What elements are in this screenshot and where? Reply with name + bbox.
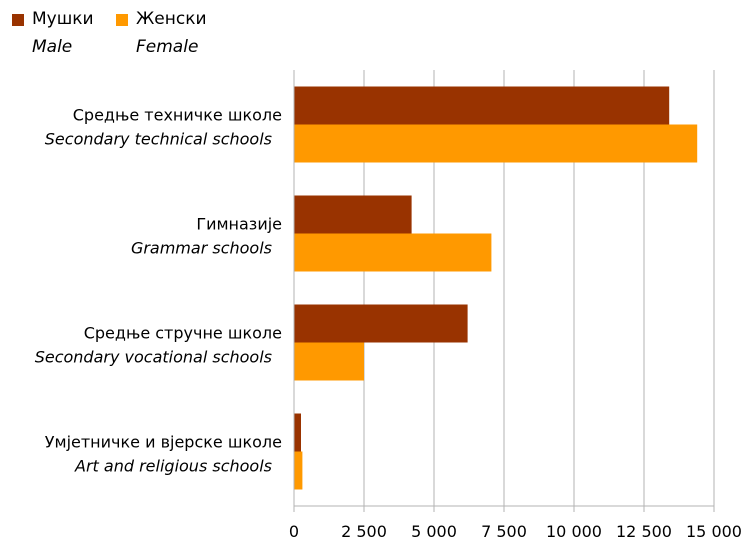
legend-swatch-female: [116, 14, 128, 26]
legend-label-male: Мушки: [32, 9, 94, 29]
category-label: Умјетничке и вјерске школе: [45, 433, 282, 452]
bar-female-1: [294, 233, 492, 272]
category-sublabel: Art and religious schools: [74, 457, 272, 476]
category-sublabel: Grammar schools: [131, 239, 272, 258]
x-tick-label: 2 500: [341, 522, 387, 541]
bar-male-3: [294, 413, 301, 452]
category-sublabel: Secondary vocational schools: [35, 348, 272, 367]
x-tick-label: 0: [289, 522, 299, 541]
category-sublabel: Secondary technical schools: [45, 130, 272, 149]
legend-sublabel-male: Male: [32, 37, 73, 57]
x-tick-label: 15 000: [686, 522, 742, 541]
legend-swatch-male: [12, 14, 24, 26]
x-tick-label: 5 000: [411, 522, 457, 541]
bar-male-2: [294, 304, 468, 343]
category-label: Средње стручне школе: [84, 324, 282, 343]
bar-male-1: [294, 195, 412, 234]
x-tick-label: 7 500: [481, 522, 527, 541]
x-tick-label: 10 000: [546, 522, 602, 541]
bar-female-0: [294, 124, 698, 163]
bar-female-2: [294, 342, 364, 381]
x-tick-label: 12 500: [616, 522, 672, 541]
legend-label-female: Женски: [136, 9, 207, 29]
legend-sublabel-female: Female: [136, 37, 199, 57]
category-label: Средње техничке школе: [73, 106, 282, 125]
bar-male-0: [294, 86, 670, 125]
category-label: Гимназије: [196, 215, 282, 234]
bar-female-3: [294, 451, 303, 490]
